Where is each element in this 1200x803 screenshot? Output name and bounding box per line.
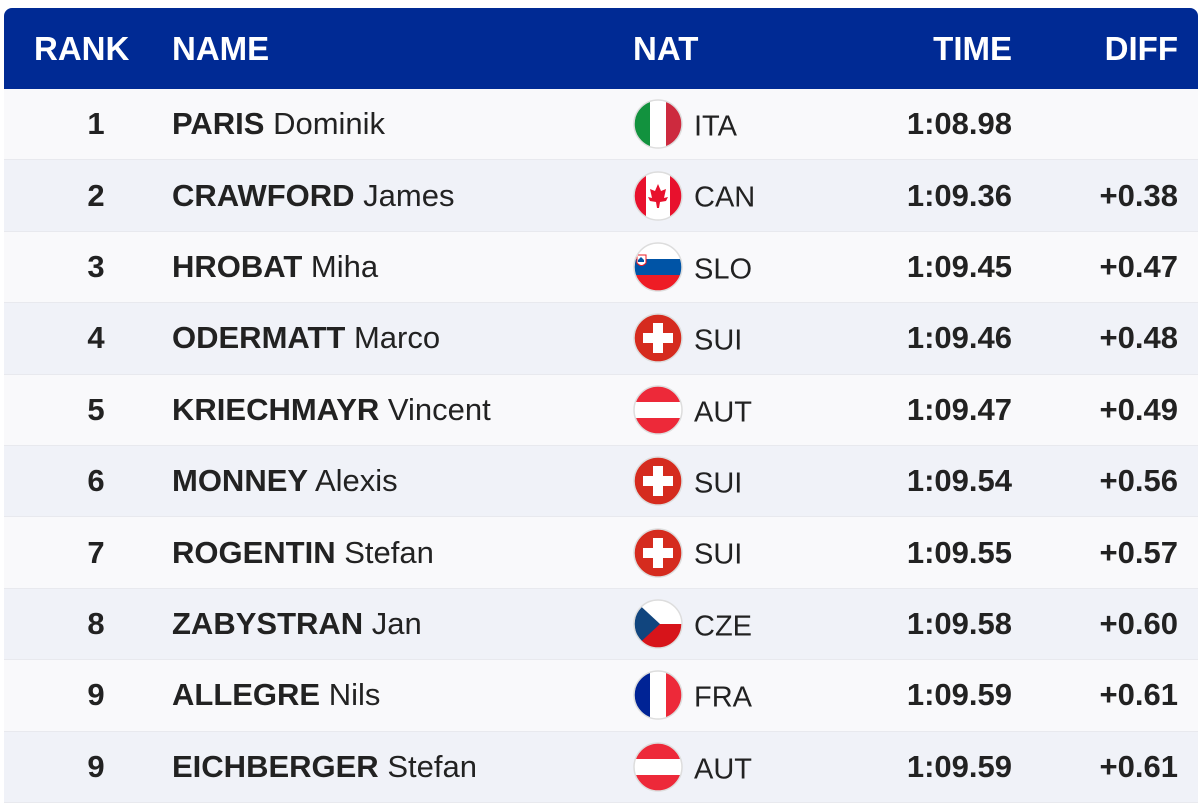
last-name: EICHBERGER — [172, 748, 379, 784]
nation-code: ITA — [694, 110, 737, 143]
time-diff: +0.61 — [1099, 677, 1178, 713]
flag-switzerland-icon — [633, 313, 683, 364]
table-header: RANK NAME NAT TIME DIFF — [4, 8, 1198, 89]
table-row[interactable]: 9 EICHBERGER Stefan AUT 1:09.59 +0.61 — [4, 731, 1198, 803]
first-name: Marco — [353, 320, 441, 356]
nation-code: SUI — [694, 324, 743, 357]
table-row[interactable]: 5 KRIECHMAYR Vincent AUT 1:09.47 +0.49 — [4, 374, 1198, 446]
first-name: Miha — [310, 248, 379, 284]
rank: 6 — [87, 463, 105, 499]
time-diff: +0.47 — [1099, 248, 1178, 284]
flag-canada-icon — [633, 170, 683, 221]
last-name: ZABYSTRAN — [172, 605, 364, 641]
table-row[interactable]: 2 CRAWFORD James CAN 1:09.36 +0.38 — [4, 160, 1198, 232]
nation-code: SUI — [694, 538, 743, 571]
table-row[interactable]: 3 HROBAT Miha SLO 1:09.45 +0.47 — [4, 231, 1198, 304]
table-row[interactable]: 7 ROGENTIN Stefan SUI 1:09.55 +0.57 — [4, 517, 1198, 589]
table-row[interactable]: 4 ODERMATT Marco SUI 1:09.46 +0.48 — [4, 303, 1198, 375]
flag-italy-icon — [633, 99, 683, 149]
athlete-name[interactable]: PARIS Dominik — [172, 106, 385, 142]
time: 1:09.55 — [906, 534, 1012, 570]
last-name: ODERMATT — [172, 320, 346, 356]
nation-code: SUI — [694, 467, 743, 500]
time: 1:09.59 — [906, 677, 1012, 713]
nation-code: FRA — [694, 681, 752, 714]
table-row[interactable]: 1 PARIS Dominik ITA 1:08.98 — [4, 89, 1198, 161]
first-name: Alexis — [314, 463, 398, 499]
last-name: CRAWFORD — [172, 177, 355, 213]
athlete-name[interactable]: ALLEGRE Nils — [172, 677, 380, 713]
rank: 4 — [87, 320, 105, 356]
table-row[interactable]: 8 ZABYSTRAN Jan CZE 1:09.58 +0.60 — [4, 588, 1198, 661]
time: 1:09.59 — [906, 748, 1012, 784]
header-rank[interactable]: RANK — [34, 30, 130, 67]
time: 1:09.47 — [906, 391, 1012, 427]
time-diff: +0.56 — [1099, 463, 1178, 499]
table-row[interactable]: 9 ALLEGRE Nils FRA 1:09.59 +0.61 — [4, 660, 1198, 732]
athlete-name[interactable]: MONNEY Alexis — [172, 463, 398, 499]
flag-switzerland-icon — [633, 456, 683, 506]
time: 1:08.98 — [906, 106, 1012, 142]
table-body: 1 PARIS Dominik ITA 1:08.98 2 CRAWFORD J… — [4, 89, 1198, 803]
last-name: ALLEGRE — [172, 677, 321, 713]
rank: 9 — [87, 748, 105, 784]
header-name[interactable]: NAME — [172, 30, 270, 67]
rank: 1 — [87, 106, 105, 142]
time-diff: +0.60 — [1099, 605, 1178, 641]
rank: 5 — [87, 391, 105, 427]
athlete-name[interactable]: ROGENTIN Stefan — [172, 535, 434, 571]
last-name: HROBAT — [172, 248, 303, 284]
table-row[interactable]: 6 MONNEY Alexis SUI 1:09.54 +0.56 — [4, 445, 1198, 518]
last-name: KRIECHMAYR — [172, 391, 380, 427]
flag-czechia-icon — [633, 599, 683, 649]
first-name: Vincent — [387, 391, 491, 427]
time-diff: +0.49 — [1099, 391, 1178, 427]
last-name: ROGENTIN — [172, 534, 336, 570]
last-name: PARIS — [172, 106, 265, 142]
header-diff[interactable]: DIFF — [1104, 30, 1178, 67]
last-name: MONNEY — [172, 463, 309, 499]
time: 1:09.54 — [906, 463, 1012, 499]
nation-code: AUT — [694, 396, 752, 429]
time: 1:09.36 — [906, 177, 1012, 213]
nation-code: CZE — [694, 610, 752, 643]
nation-code: SLO — [694, 253, 753, 286]
flag-austria-icon — [633, 741, 683, 792]
rank: 3 — [87, 248, 105, 284]
flag-slovenia-icon — [633, 242, 683, 292]
time: 1:09.58 — [906, 605, 1012, 641]
header-time[interactable]: TIME — [933, 30, 1012, 67]
rank: 2 — [87, 177, 105, 213]
time: 1:09.45 — [906, 248, 1012, 284]
nation-code: CAN — [694, 181, 756, 214]
first-name: Stefan — [344, 534, 434, 570]
time-diff: +0.57 — [1099, 534, 1178, 570]
athlete-name[interactable]: HROBAT Miha — [172, 249, 378, 285]
first-name: Jan — [371, 605, 422, 641]
athlete-name[interactable]: ODERMATT Marco — [172, 320, 440, 356]
athlete-name[interactable]: EICHBERGER Stefan — [172, 749, 477, 785]
flag-france-icon — [633, 670, 683, 721]
rank: 8 — [87, 605, 105, 641]
nation-code: AUT — [694, 753, 752, 786]
flag-austria-icon — [633, 385, 683, 435]
rank: 7 — [87, 534, 105, 570]
first-name: James — [363, 177, 455, 213]
athlete-name[interactable]: CRAWFORD James — [172, 178, 454, 214]
results-table: RANK NAME NAT TIME DIFF 1 PARIS Dominik … — [4, 8, 1198, 803]
flag-switzerland-icon — [633, 527, 683, 578]
time-diff: +0.48 — [1099, 320, 1178, 356]
time-diff: +0.38 — [1099, 177, 1178, 213]
time-diff: +0.61 — [1099, 748, 1178, 784]
first-name: Nils — [328, 677, 381, 713]
first-name: Dominik — [273, 106, 386, 142]
time: 1:09.46 — [906, 320, 1012, 356]
header-nat[interactable]: NAT — [633, 30, 699, 67]
athlete-name[interactable]: KRIECHMAYR Vincent — [172, 392, 491, 428]
first-name: Stefan — [387, 748, 477, 784]
rank: 9 — [87, 677, 105, 713]
athlete-name[interactable]: ZABYSTRAN Jan — [172, 606, 422, 642]
